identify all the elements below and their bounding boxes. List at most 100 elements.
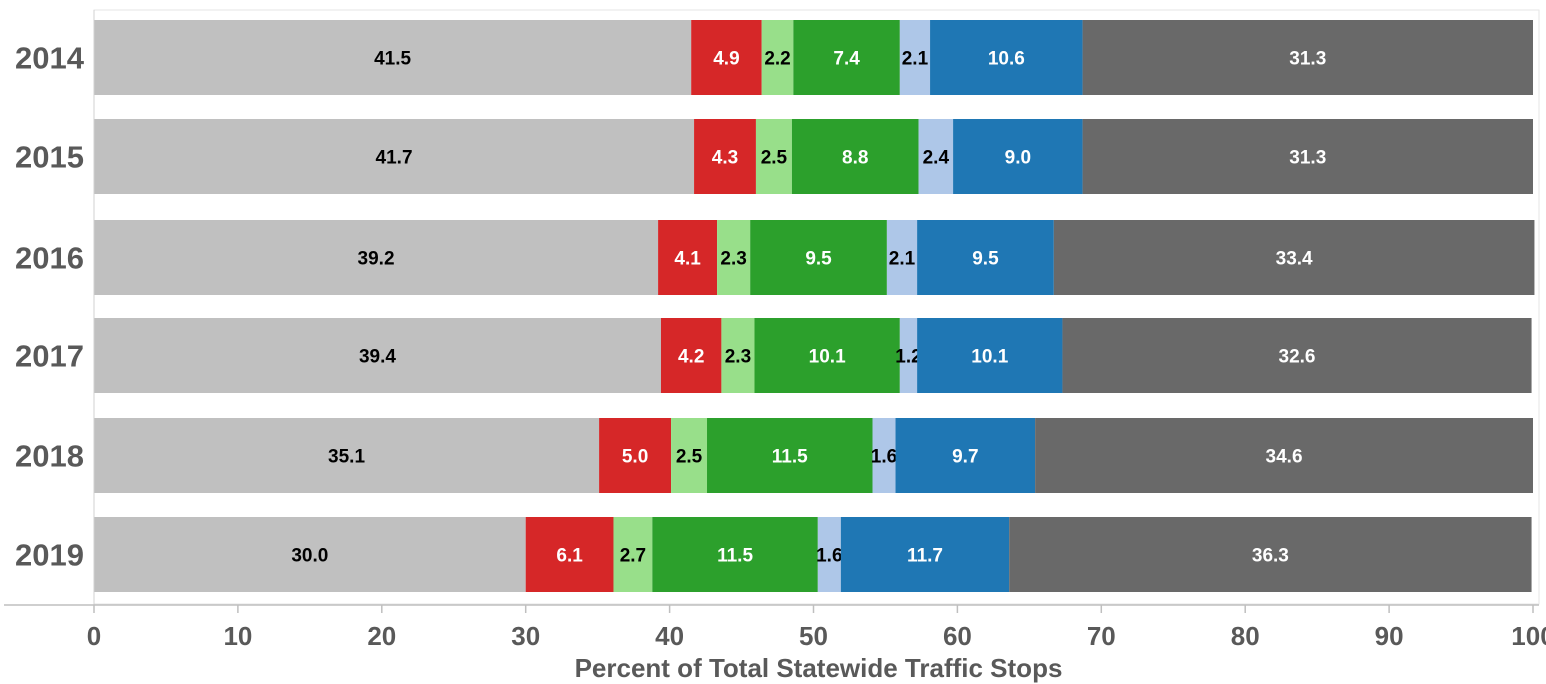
bar-segment-2016-1	[94, 220, 659, 295]
bar-segment-2019-7	[1009, 517, 1532, 592]
bar-segment-2019-1	[94, 517, 526, 592]
bar-segment-2017-1	[94, 318, 661, 393]
data-label-2015-6: 9.0	[1005, 148, 1031, 169]
data-label-2016-7: 33.4	[1276, 249, 1313, 270]
bar-segment-2019-2	[525, 517, 614, 592]
data-label-2019-1: 30.0	[291, 546, 328, 567]
data-label-2017-6: 10.1	[971, 347, 1008, 368]
category-label-2018: 2018	[15, 439, 84, 474]
data-label-2014-5: 2.1	[902, 49, 929, 70]
x-tick-label-0: 0	[87, 621, 101, 651]
data-label-2015-5: 2.4	[923, 148, 950, 169]
x-axis-title: Percent of Total Statewide Traffic Stops	[575, 653, 1063, 683]
data-label-2014-6: 10.6	[988, 49, 1025, 70]
data-label-2018-3: 2.5	[676, 447, 703, 468]
bar-segment-2014-7	[1082, 20, 1533, 95]
plot-area-frame	[93, 9, 1540, 605]
data-label-2014-4: 7.4	[833, 49, 860, 70]
x-tick-label-40: 40	[655, 621, 684, 651]
bar-segment-2014-4	[793, 20, 900, 95]
bar-segment-2015-3	[755, 119, 792, 194]
x-tick-label-90: 90	[1375, 621, 1404, 651]
data-label-2016-5: 2.1	[889, 249, 916, 270]
bar-segment-2019-4	[652, 517, 818, 592]
bar-segment-2017-6	[917, 318, 1063, 393]
data-label-2015-1: 41.7	[376, 148, 413, 169]
data-label-2016-6: 9.5	[972, 249, 999, 270]
bar-segment-2018-4	[707, 418, 873, 493]
bar-segment-2014-5	[899, 20, 931, 95]
data-label-2016-4: 9.5	[805, 249, 832, 270]
bar-segment-2016-4	[750, 220, 887, 295]
bar-segment-2017-5	[899, 318, 918, 393]
bar-segment-2019-6	[840, 517, 1010, 592]
bar-segment-2014-6	[930, 20, 1083, 95]
x-tick-label-10: 10	[223, 621, 252, 651]
bar-segment-2015-4	[791, 119, 919, 194]
data-label-2016-3: 2.3	[720, 249, 746, 270]
bar-segment-2018-7	[1035, 418, 1533, 493]
data-label-2015-7: 31.3	[1289, 148, 1326, 169]
data-label-2015-3: 2.5	[761, 148, 788, 169]
bar-segment-2014-3	[761, 20, 794, 95]
data-label-2018-7: 34.6	[1266, 447, 1303, 468]
data-label-2014-1: 41.5	[374, 49, 411, 70]
bar-segment-2019-3	[613, 517, 653, 592]
x-tick-label-60: 60	[943, 621, 972, 651]
bar-segment-2019-5	[817, 517, 841, 592]
category-label-2017: 2017	[15, 339, 84, 374]
bar-segment-2014-2	[691, 20, 762, 95]
data-label-2019-7: 36.3	[1252, 546, 1289, 567]
data-label-2019-2: 6.1	[556, 546, 583, 567]
x-tick-label-20: 20	[367, 621, 396, 651]
data-label-2015-4: 8.8	[842, 148, 868, 169]
data-label-2017-4: 10.1	[809, 347, 846, 368]
bar-segment-2016-3	[717, 220, 751, 295]
x-tick-label-80: 80	[1231, 621, 1260, 651]
data-label-2016-2: 4.1	[674, 249, 701, 270]
bar-segment-2015-2	[694, 119, 756, 194]
data-label-2017-3: 2.3	[725, 347, 751, 368]
data-label-2019-4: 11.5	[717, 546, 753, 567]
data-label-2017-5: 1.2	[895, 347, 921, 368]
x-tick-label-100: 100	[1511, 621, 1546, 651]
bar-segment-2014-1	[94, 20, 692, 95]
category-label-2019: 2019	[15, 538, 84, 573]
bar-segment-2015-6	[953, 119, 1083, 194]
bar-segment-2016-7	[1053, 220, 1535, 295]
data-label-2014-2: 4.9	[713, 49, 739, 70]
bar-segment-2015-7	[1082, 119, 1533, 194]
bar-segment-2018-6	[895, 418, 1036, 493]
bar-segment-2018-5	[872, 418, 896, 493]
bar-segment-2018-3	[671, 418, 708, 493]
bar-segment-2016-5	[886, 220, 918, 295]
bar-segment-2016-6	[917, 220, 1054, 295]
category-label-2016: 2016	[15, 241, 84, 276]
bar-segment-2017-7	[1062, 318, 1532, 393]
bar-segment-2018-1	[94, 418, 600, 493]
data-label-2014-7: 31.3	[1289, 49, 1326, 70]
data-label-2019-3: 2.7	[620, 546, 646, 567]
x-tick-label-70: 70	[1087, 621, 1116, 651]
bar-segment-2017-2	[660, 318, 722, 393]
data-label-2017-7: 32.6	[1279, 347, 1316, 368]
data-label-2014-3: 2.2	[764, 49, 790, 70]
bar-segment-2016-2	[658, 220, 718, 295]
data-label-2017-2: 4.2	[678, 347, 704, 368]
x-tick-label-30: 30	[511, 621, 540, 651]
data-label-2018-4: 11.5	[772, 447, 808, 468]
bar-segment-2017-3	[721, 318, 755, 393]
x-tick-label-50: 50	[799, 621, 828, 651]
data-label-2019-6: 11.7	[907, 546, 943, 567]
data-label-2018-5: 1.6	[871, 447, 897, 468]
category-label-2015: 2015	[15, 140, 84, 175]
data-label-2017-1: 39.4	[359, 347, 396, 368]
data-label-2018-6: 9.7	[952, 447, 978, 468]
data-label-2019-5: 1.6	[816, 546, 842, 567]
category-label-2014: 2014	[15, 41, 85, 76]
data-label-2018-1: 35.1	[328, 447, 365, 468]
bar-segment-2018-2	[599, 418, 672, 493]
data-label-2016-1: 39.2	[358, 249, 395, 270]
